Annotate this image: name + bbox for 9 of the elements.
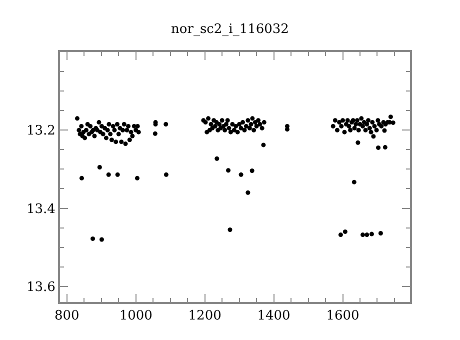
x-tick-label: 1000 (119, 308, 152, 324)
x-tick-label: 1400 (257, 308, 290, 324)
x-tick-label: 800 (54, 308, 80, 324)
x-tick-label: 1200 (188, 308, 222, 324)
y-tick-label: 13.2 (26, 124, 56, 139)
chart-title: nor_sc2_i_116032 (171, 22, 289, 37)
y-tick-label: 13.4 (26, 202, 56, 217)
y-tick-label: 13.6 (26, 280, 56, 295)
x-tick-label: 1600 (326, 308, 360, 324)
